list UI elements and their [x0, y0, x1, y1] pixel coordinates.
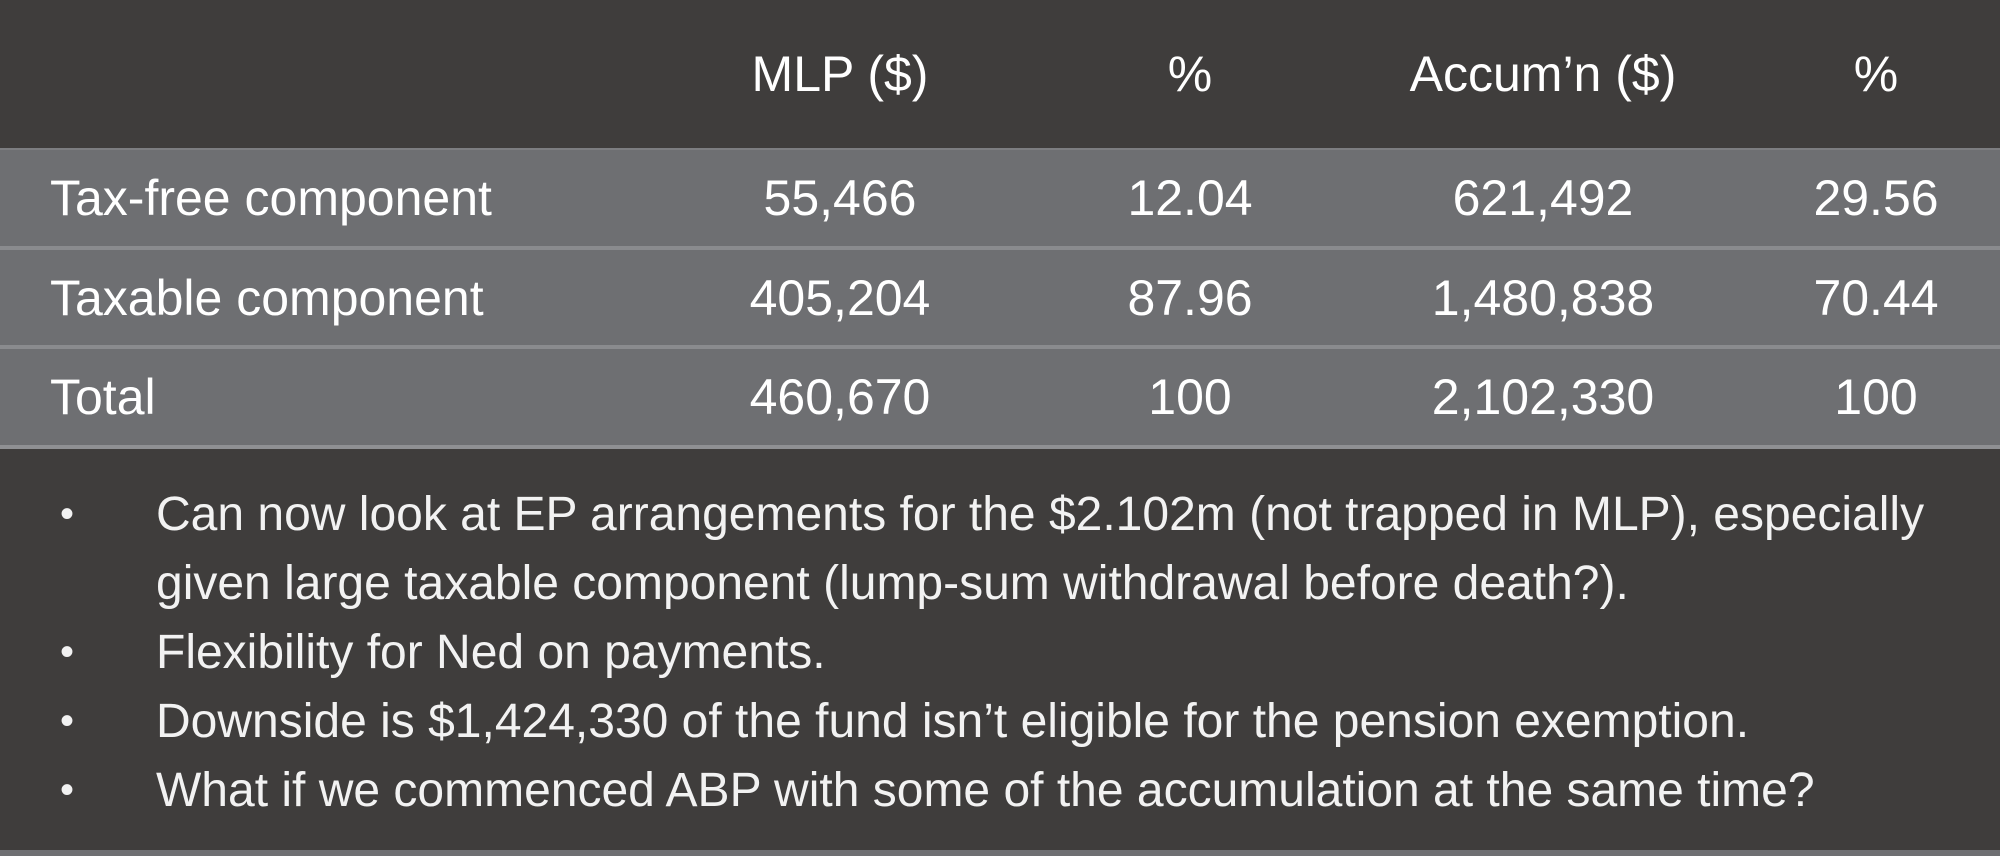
table-header-row: MLP ($) % Accum’n ($) % [0, 0, 2000, 148]
header-accumulation: Accum’n ($) [1409, 46, 1677, 102]
table-divider [0, 148, 2000, 150]
cell-mlp-percent: 100 [1148, 369, 1232, 425]
cell-accumulation: 1,480,838 [1431, 270, 1655, 326]
table-divider [0, 445, 2000, 449]
row-label: Total [50, 369, 156, 425]
bottom-divider [0, 850, 2000, 856]
cell-accumulation-percent: 29.56 [1813, 170, 1939, 226]
list-item: • Downside is $1,424,330 of the fund isn… [0, 687, 2000, 756]
cell-accumulation-percent: 100 [1834, 369, 1918, 425]
bullet-list: • Can now look at EP arrangements for th… [0, 480, 2000, 825]
row-label: Taxable component [50, 270, 484, 326]
list-item: • Flexibility for Ned on payments. [0, 618, 2000, 687]
table-row: Total 460,670 100 2,102,330 100 [0, 349, 2000, 445]
cell-accumulation: 2,102,330 [1431, 369, 1655, 425]
table-divider [0, 345, 2000, 349]
cell-mlp-percent: 12.04 [1127, 170, 1253, 226]
bullet-icon: • [59, 630, 74, 674]
bullet-text: Flexibility for Ned on payments. [156, 626, 826, 679]
header-mlp: MLP ($) [751, 46, 929, 102]
cell-accumulation-percent: 70.44 [1813, 270, 1939, 326]
bullet-text: What if we commenced ABP with some of th… [156, 764, 1815, 817]
cell-mlp: 460,670 [749, 369, 931, 425]
table-row: Taxable component 405,204 87.96 1,480,83… [0, 250, 2000, 346]
bullet-icon: • [59, 492, 74, 536]
cell-mlp: 405,204 [749, 270, 931, 326]
list-item: • Can now look at EP arrangements for th… [0, 480, 2000, 618]
list-item: • What if we commenced ABP with some of … [0, 756, 2000, 825]
header-accumulation-percent: % [1853, 46, 1899, 102]
bullet-icon: • [59, 768, 74, 812]
row-label: Tax-free component [50, 170, 492, 226]
bullet-icon: • [59, 699, 74, 743]
bullet-text: Can now look at EP arrangements for the … [156, 488, 1925, 610]
cell-mlp-percent: 87.96 [1127, 270, 1253, 326]
cell-mlp: 55,466 [763, 170, 917, 226]
cell-accumulation: 621,492 [1452, 170, 1634, 226]
table-row: Tax-free component 55,466 12.04 621,492 … [0, 150, 2000, 246]
bullet-text: Downside is $1,424,330 of the fund isn’t… [156, 695, 1750, 748]
table-divider [0, 246, 2000, 250]
header-mlp-percent: % [1167, 46, 1213, 102]
